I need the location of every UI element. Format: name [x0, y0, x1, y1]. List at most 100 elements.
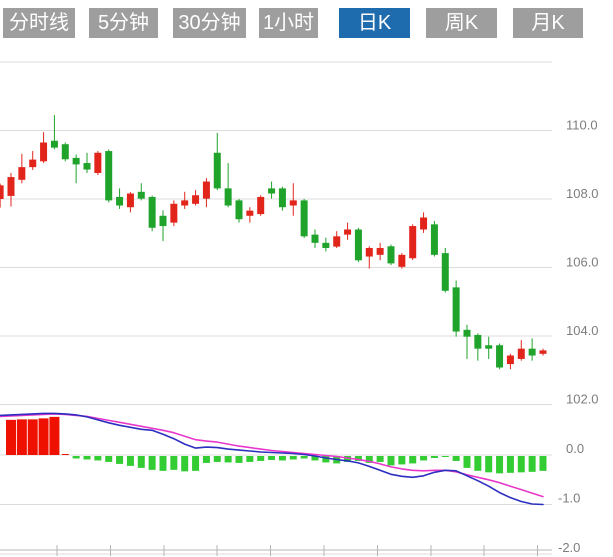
macd-bar-negative — [398, 456, 406, 465]
candle — [159, 215, 167, 227]
macd-bar-positive — [49, 416, 60, 455]
candle — [192, 195, 200, 204]
tab-1-hour[interactable]: 1小时 — [259, 8, 318, 38]
price-axis-label: 108.0 — [566, 186, 599, 201]
candle — [420, 217, 428, 230]
macd-bar-negative — [441, 456, 449, 457]
macd-bar-positive — [61, 454, 69, 455]
macd-bar-negative — [72, 456, 80, 459]
candle — [126, 193, 134, 208]
macd-bar-negative — [420, 456, 428, 461]
tab-5-minute[interactable]: 5分钟 — [89, 8, 158, 38]
candle — [0, 185, 4, 199]
candle — [430, 224, 438, 255]
macd-bar-negative — [409, 456, 417, 464]
macd-bar-negative — [354, 456, 362, 461]
macd-axis-label: -2.0 — [558, 540, 580, 555]
macd-bar-negative — [126, 456, 134, 466]
timeframe-tabbar: 分时线 5分钟 30分钟 1小时 日K 周K 月K — [0, 0, 613, 46]
candle — [105, 151, 113, 201]
macd-bar-negative — [148, 456, 156, 470]
macd-bar-negative — [463, 456, 471, 468]
macd-bar-positive — [27, 419, 38, 455]
candle — [452, 287, 460, 332]
macd-bar-negative — [224, 456, 232, 463]
candle — [322, 242, 330, 248]
price-axis-label: 110.0 — [566, 118, 598, 133]
candlesticks — [0, 115, 547, 370]
candle — [289, 200, 297, 206]
macd-bar-negative — [506, 456, 514, 473]
macd-bar-negative — [344, 456, 352, 462]
gridlines — [0, 61, 552, 555]
macd-bar-negative — [300, 456, 308, 459]
macd-bar-negative — [257, 456, 265, 461]
candle — [137, 191, 145, 199]
macd-bar-negative — [202, 456, 210, 463]
candle — [94, 152, 102, 173]
candle — [528, 348, 536, 356]
tab-weekly-k[interactable]: 周K — [426, 8, 497, 38]
candle — [344, 229, 352, 235]
macd-axis-label: -1.0 — [558, 491, 580, 506]
macd-bar-positive — [5, 419, 16, 455]
macd-bar-negative — [213, 456, 221, 462]
candle — [18, 167, 26, 180]
macd-lines — [0, 412, 544, 506]
x-axis — [0, 545, 552, 556]
macd-bar-negative — [159, 456, 167, 471]
candle — [72, 157, 80, 165]
macd-histogram — [5, 416, 547, 474]
tab-time-sharing-line[interactable]: 分时线 — [3, 8, 75, 38]
candle — [463, 329, 471, 337]
candle — [257, 196, 265, 215]
candle — [40, 142, 48, 162]
macd-bar-negative — [474, 456, 482, 471]
macd-bar-negative — [105, 456, 113, 462]
tab-monthly-k[interactable]: 月K — [513, 8, 583, 38]
candle — [213, 152, 221, 189]
macd-bar-positive — [38, 418, 49, 455]
candle — [311, 234, 319, 243]
macd-bar-negative — [278, 456, 286, 461]
candle — [29, 159, 37, 168]
price-axis-label: 104.0 — [566, 323, 599, 338]
dif-line — [0, 412, 544, 506]
macd-bar-positive — [16, 419, 27, 455]
macd-bar-negative — [365, 456, 373, 463]
candle — [268, 188, 276, 194]
candle — [278, 188, 286, 208]
candle — [50, 140, 58, 148]
candle — [224, 188, 232, 206]
candle — [387, 246, 395, 264]
macd-bar-negative — [322, 456, 330, 463]
candle — [474, 334, 482, 349]
candle — [202, 181, 210, 199]
candle — [170, 203, 178, 223]
macd-bar-negative — [94, 456, 102, 461]
tab-daily-k[interactable]: 日K — [339, 8, 410, 38]
candle — [398, 254, 406, 267]
macd-bar-negative — [311, 456, 319, 461]
candle — [300, 200, 308, 237]
price-axis-label: 102.0 — [566, 392, 599, 407]
macd-bar-negative — [137, 456, 145, 468]
candle — [246, 210, 254, 216]
candle — [539, 350, 547, 354]
macd-bar-negative — [192, 456, 200, 471]
macd-bar-negative — [485, 456, 493, 473]
candle — [61, 144, 69, 160]
tab-30-minute[interactable]: 30分钟 — [173, 8, 246, 38]
macd-bar-negative — [170, 456, 178, 470]
candle — [333, 236, 341, 247]
macd-bar-negative — [289, 456, 297, 460]
candle — [148, 196, 156, 228]
candle — [235, 200, 243, 220]
macd-axis-label: 0.0 — [566, 441, 584, 456]
candle — [441, 253, 449, 291]
macd-bar-negative — [517, 456, 525, 473]
candle — [354, 229, 362, 261]
